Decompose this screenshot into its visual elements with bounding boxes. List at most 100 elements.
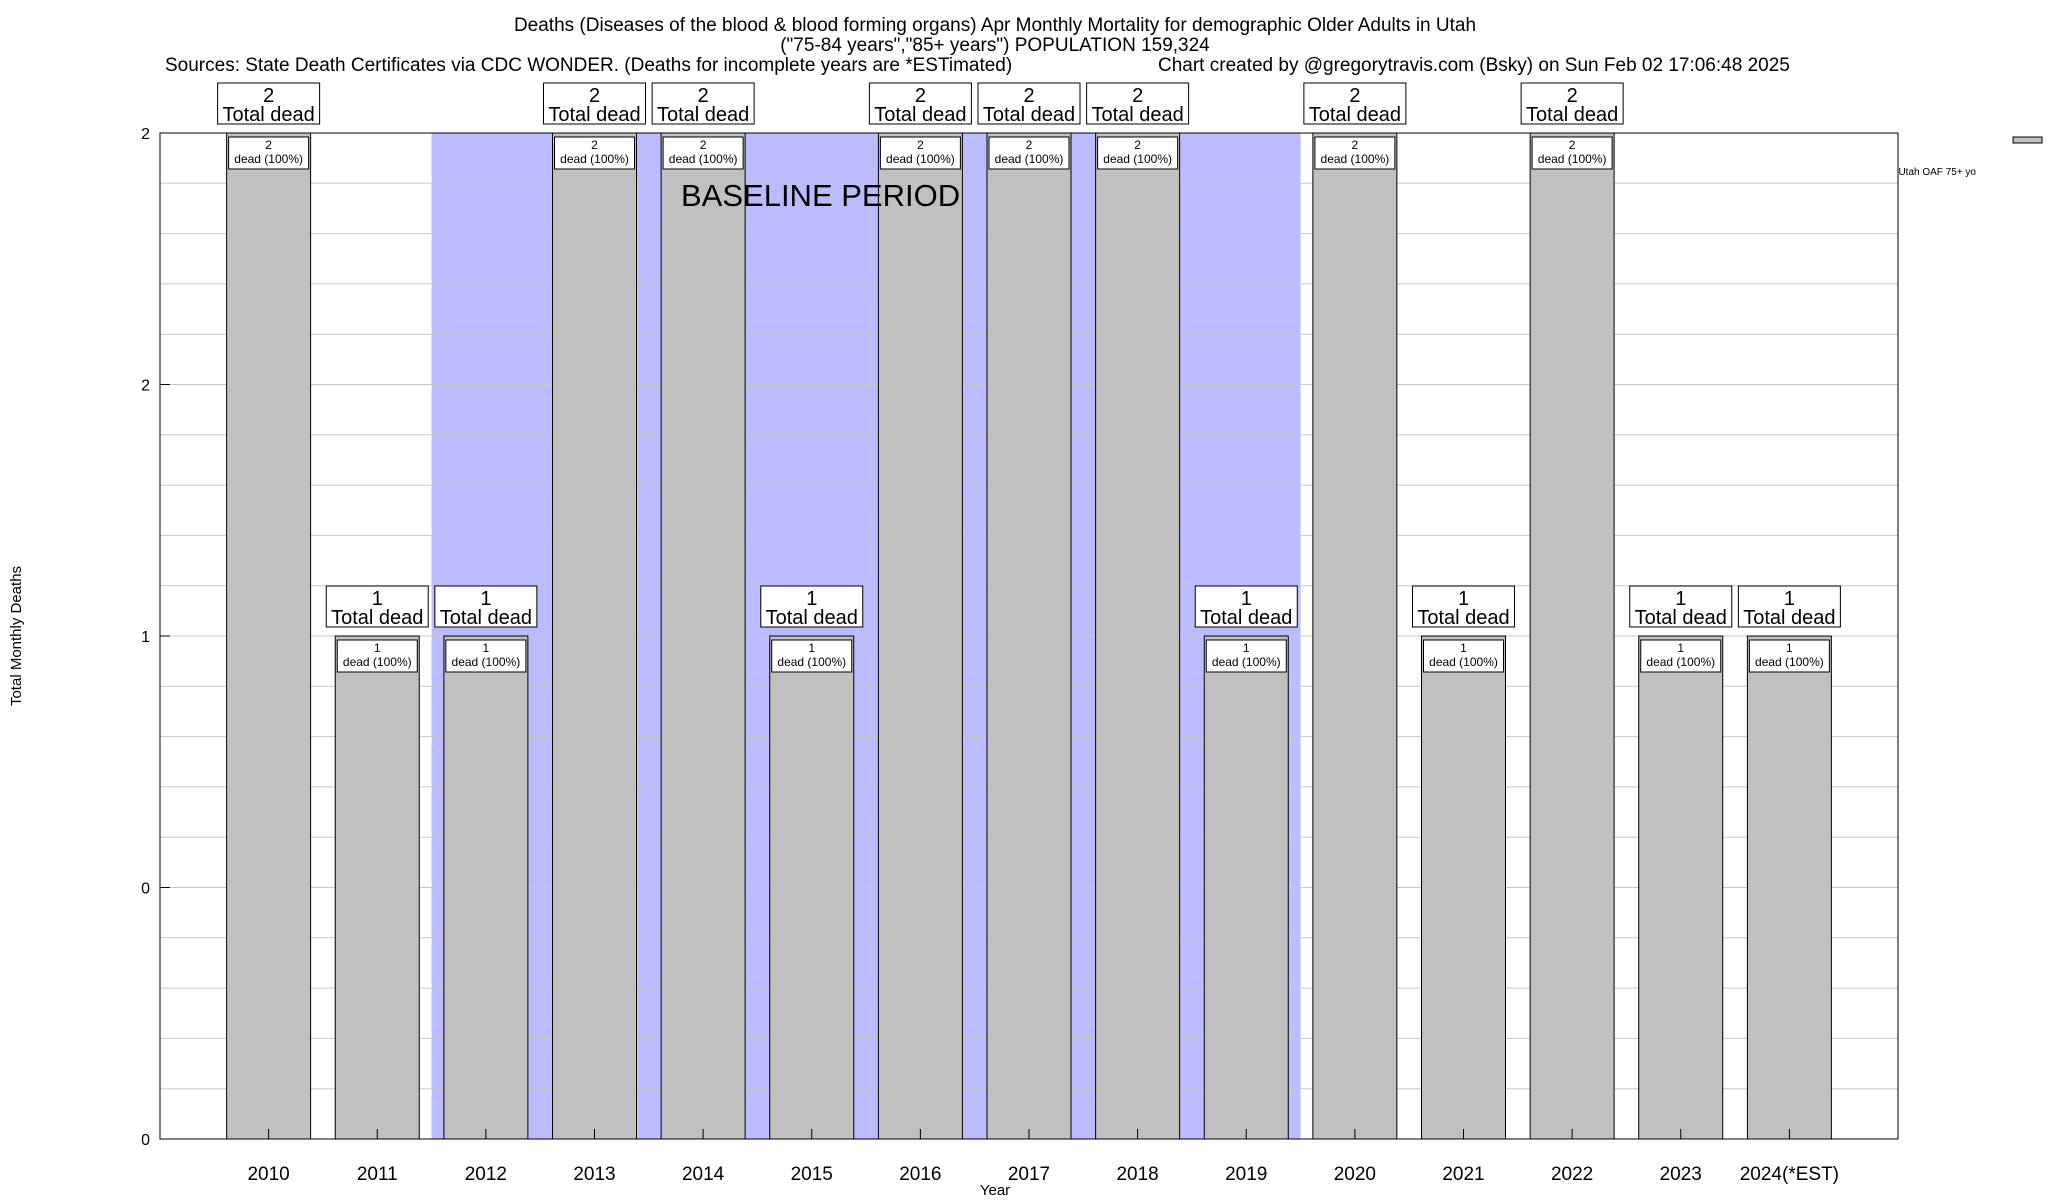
x-tick-label: 2016	[899, 1164, 941, 1185]
inner-label-box	[1097, 136, 1179, 170]
total-label-box	[1303, 82, 1407, 125]
inner-label-value: 2	[591, 138, 598, 152]
y-tick-label: 2	[141, 378, 150, 395]
total-label-box	[1629, 585, 1733, 628]
x-tick-label: 2021	[1442, 1164, 1484, 1185]
inner-label-value: 2	[917, 138, 924, 152]
inner-label-text: dead (100%)	[1646, 655, 1715, 669]
bar	[334, 635, 420, 1140]
total-label-box	[325, 585, 429, 628]
legend-swatch	[2012, 136, 2043, 144]
total-label-text: Total dead	[1417, 607, 1509, 629]
total-label-text: Total dead	[548, 104, 640, 126]
y-tick-label: 0	[141, 1132, 150, 1149]
x-tick-label: 2013	[573, 1164, 615, 1185]
total-label-text: Total dead	[1200, 607, 1292, 629]
total-label-text: Total dead	[331, 607, 423, 629]
total-label-value: 1	[372, 588, 383, 610]
bar	[1203, 635, 1289, 1140]
inner-label-box	[336, 639, 418, 673]
x-axis-label: Year	[980, 1182, 1010, 1199]
x-tick-label: 2024(*EST)	[1740, 1164, 1839, 1185]
inner-label-value: 2	[1134, 138, 1141, 152]
inner-label-value: 2	[265, 138, 272, 152]
total-label-value: 2	[1567, 85, 1578, 107]
x-tick-label: 2010	[247, 1164, 289, 1185]
total-label-value: 1	[1241, 588, 1252, 610]
y-tick-label: 2	[141, 126, 150, 143]
total-label-box	[760, 585, 864, 628]
inner-label-value: 1	[1460, 641, 1467, 655]
x-tick-label: 2012	[465, 1164, 507, 1185]
bar	[1312, 132, 1398, 1140]
total-label-box	[1194, 585, 1298, 628]
x-tick-label: 2015	[791, 1164, 833, 1185]
bar	[226, 132, 312, 1140]
inner-label-text: dead (100%)	[669, 152, 738, 166]
inner-label-value: 1	[1677, 641, 1684, 655]
chart-sources: Sources: State Death Certificates via CD…	[165, 55, 1012, 76]
x-tick-label: 2018	[1116, 1164, 1158, 1185]
inner-label-text: dead (100%)	[343, 655, 412, 669]
inner-label-text: dead (100%)	[995, 152, 1064, 166]
bar	[443, 635, 529, 1140]
inner-label-box	[1423, 639, 1504, 673]
inner-label-value: 1	[1786, 641, 1793, 655]
bar	[660, 132, 746, 1140]
total-label-box	[1737, 585, 1841, 628]
total-label-text: Total dead	[983, 104, 1075, 126]
bar	[986, 132, 1072, 1140]
x-tick-label: 2011	[357, 1164, 398, 1185]
inner-label-box	[879, 136, 961, 170]
total-label-value: 1	[480, 588, 491, 610]
inner-label-box	[1205, 639, 1287, 673]
x-tick-label: 2017	[1008, 1164, 1050, 1185]
total-label-text: Total dead	[1091, 104, 1183, 126]
total-label-text: Total dead	[874, 104, 966, 126]
total-label-value: 2	[589, 85, 600, 107]
inner-label-value: 2	[1026, 138, 1033, 152]
y-axis-label: Total Monthly Deaths	[8, 566, 25, 706]
total-label-text: Total dead	[1309, 104, 1401, 126]
bar	[877, 132, 963, 1140]
inner-label-box	[1640, 639, 1722, 673]
total-label-text: Total dead	[1635, 607, 1727, 629]
total-label-box	[217, 82, 321, 125]
bar	[1529, 132, 1615, 1140]
inner-label-box	[988, 136, 1070, 170]
bar	[1638, 635, 1724, 1140]
total-label-value: 2	[915, 85, 926, 107]
total-label-value: 2	[698, 85, 709, 107]
total-label-text: Total dead	[222, 104, 314, 126]
chart-title-line-1: Deaths (Diseases of the blood & blood fo…	[514, 15, 1476, 36]
total-label-box	[1086, 82, 1190, 125]
x-axis-ticks: 2010 2011 2012 2013 2014 2015 2016 2017 2018 2019…	[247, 1129, 1839, 1185]
y-tick-label: 1	[141, 629, 150, 646]
bar	[1421, 635, 1506, 1140]
total-label-box	[868, 82, 972, 125]
total-label-box	[1520, 82, 1624, 125]
bar	[769, 635, 855, 1140]
y-tick-label: 0	[141, 881, 150, 898]
inner-label-text: dead (100%)	[1538, 152, 1607, 166]
total-label-value: 2	[1349, 85, 1360, 107]
legend: Utah OAF 75+ yo	[1898, 136, 2043, 178]
total-label-text: Total dead	[1526, 104, 1618, 126]
inner-label-box	[1314, 136, 1396, 170]
total-label-text: Total dead	[766, 607, 858, 629]
inner-label-value: 2	[700, 138, 707, 152]
inner-label-text: dead (100%)	[560, 152, 629, 166]
total-label-text: Total dead	[1743, 607, 1835, 629]
inner-label-box	[1748, 639, 1830, 673]
inner-label-box	[554, 136, 635, 170]
inner-label-box	[1531, 136, 1613, 170]
inner-label-text: dead (100%)	[777, 655, 846, 669]
total-label-value: 1	[806, 588, 817, 610]
inner-label-value: 1	[374, 641, 381, 655]
inner-label-box	[445, 639, 527, 673]
inner-label-value: 1	[483, 641, 490, 655]
inner-label-value: 2	[1569, 138, 1576, 152]
inner-label-value: 2	[1352, 138, 1359, 152]
